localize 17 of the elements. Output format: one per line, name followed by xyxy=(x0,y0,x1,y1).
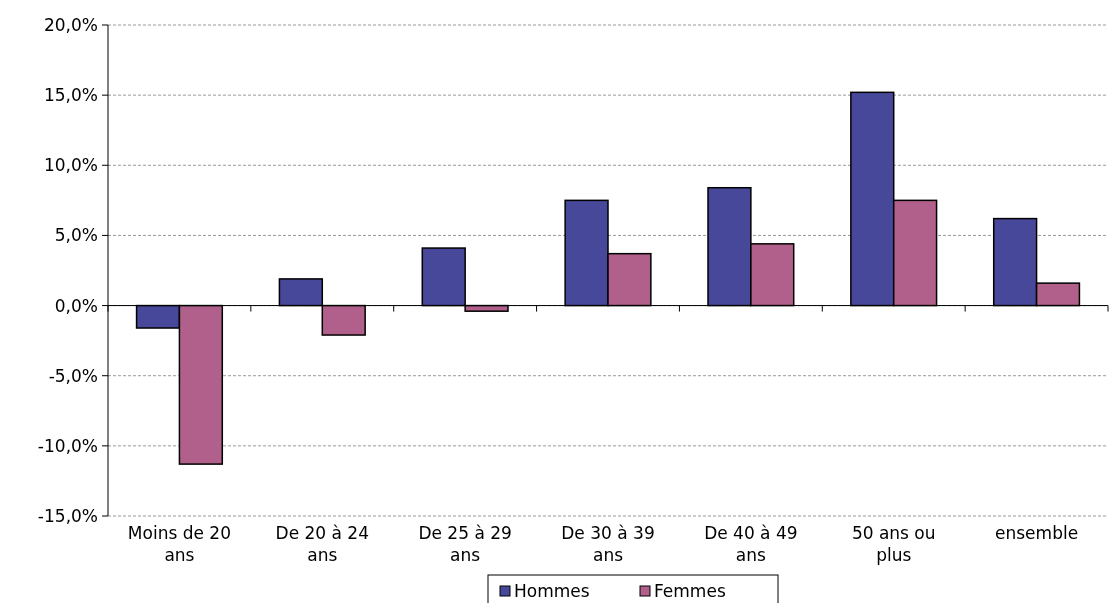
y-tick-label: 10,0% xyxy=(43,155,98,176)
x-tick-label: ensemble xyxy=(995,523,1079,543)
legend-label: Femmes xyxy=(654,581,726,601)
x-tick-label: De 30 à 39 ans xyxy=(561,523,655,565)
x-tick-label: Moins de 20 ans xyxy=(127,523,231,565)
y-tick-label: -15,0% xyxy=(37,505,98,526)
x-tick-label: 50 ans ou plus xyxy=(851,523,936,565)
y-tick-label: -10,0% xyxy=(37,435,98,456)
y-tick-label: 15,0% xyxy=(43,85,98,106)
y-tick-label: 5,0% xyxy=(54,225,98,246)
x-tick-label: De 20 à 24 ans xyxy=(275,523,370,565)
y-tick-label: -5,0% xyxy=(48,365,98,386)
y-tick-label: 0,0% xyxy=(54,295,98,316)
x-tick-label: De 40 à 49 ans xyxy=(704,523,798,565)
y-tick-label: 20,0% xyxy=(43,14,98,35)
legend-label: Hommes xyxy=(514,581,590,601)
x-tick-label: De 25 à 29 ans xyxy=(418,523,512,565)
